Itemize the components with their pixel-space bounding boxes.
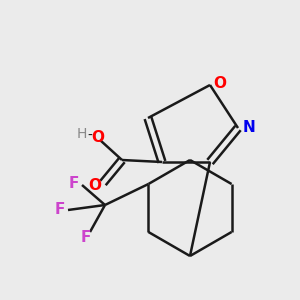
Text: O: O [214, 76, 226, 91]
Text: H: H [77, 127, 87, 141]
Text: O: O [88, 178, 101, 193]
Text: -: - [88, 129, 92, 143]
Text: F: F [55, 202, 65, 217]
Text: N: N [243, 121, 255, 136]
Text: F: F [81, 230, 91, 245]
Text: O: O [92, 130, 104, 146]
Text: F: F [69, 176, 79, 190]
